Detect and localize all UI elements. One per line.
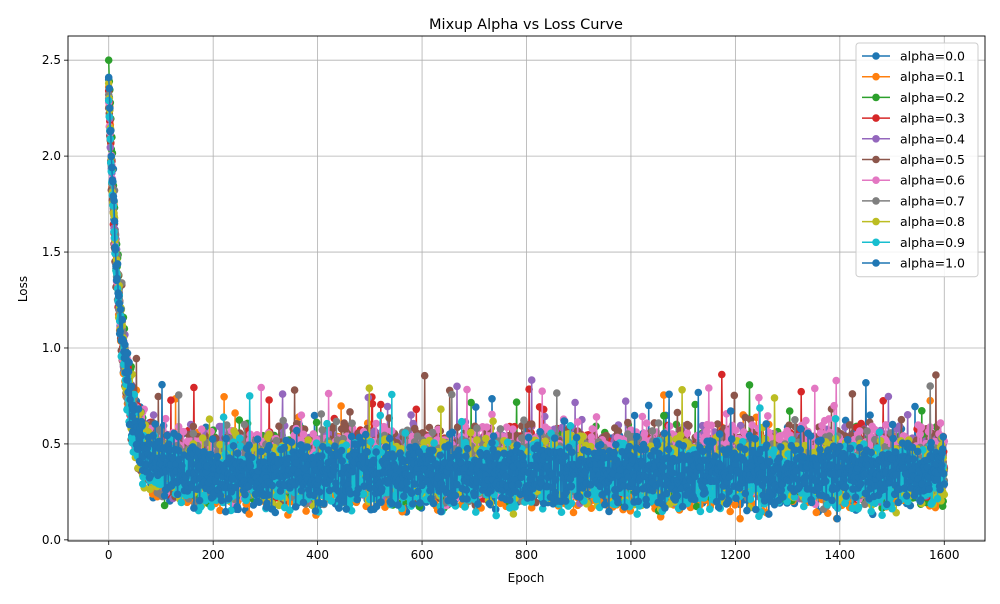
y-tick-label: 0.5 <box>42 437 61 451</box>
data-point <box>736 515 744 523</box>
data-point <box>866 411 874 419</box>
x-tick-label: 0 <box>105 548 113 562</box>
data-point <box>746 381 754 389</box>
data-point <box>862 379 870 387</box>
x-tick-label: 400 <box>306 548 329 562</box>
data-point <box>161 502 169 510</box>
y-tick-label: 1.0 <box>42 341 61 355</box>
data-point <box>660 412 668 420</box>
data-point <box>231 409 239 417</box>
data-point <box>313 419 321 427</box>
data-point <box>513 398 521 406</box>
y-tick-label: 2.0 <box>42 149 61 163</box>
data-point <box>918 407 926 415</box>
x-tick-label: 1200 <box>720 548 751 562</box>
data-point <box>911 403 919 411</box>
data-point <box>570 509 578 517</box>
data-point <box>786 407 794 415</box>
x-tick-label: 600 <box>411 548 434 562</box>
x-tick-label: 1000 <box>616 548 647 562</box>
chart-title: Mixup Alpha vs Loss Curve <box>429 17 623 33</box>
data-point <box>731 501 739 509</box>
data-point <box>311 412 319 420</box>
data-point <box>220 393 228 401</box>
data-point <box>167 396 175 404</box>
y-tick-label: 0.0 <box>42 533 61 547</box>
data-point <box>726 508 734 516</box>
data-point <box>645 402 653 410</box>
data-point <box>105 56 113 64</box>
data-point <box>302 507 310 515</box>
x-tick-label: 1600 <box>929 548 960 562</box>
data-point <box>813 509 821 517</box>
x-tick-label: 200 <box>202 548 225 562</box>
data-point <box>467 399 475 407</box>
data-point <box>488 395 496 403</box>
x-tick-label: 800 <box>515 548 538 562</box>
y-tick-label: 2.5 <box>42 53 61 67</box>
data-point <box>245 510 253 518</box>
data-point <box>337 402 345 410</box>
x-tick-label: 1400 <box>825 548 856 562</box>
y-tick-label: 1.5 <box>42 245 61 259</box>
